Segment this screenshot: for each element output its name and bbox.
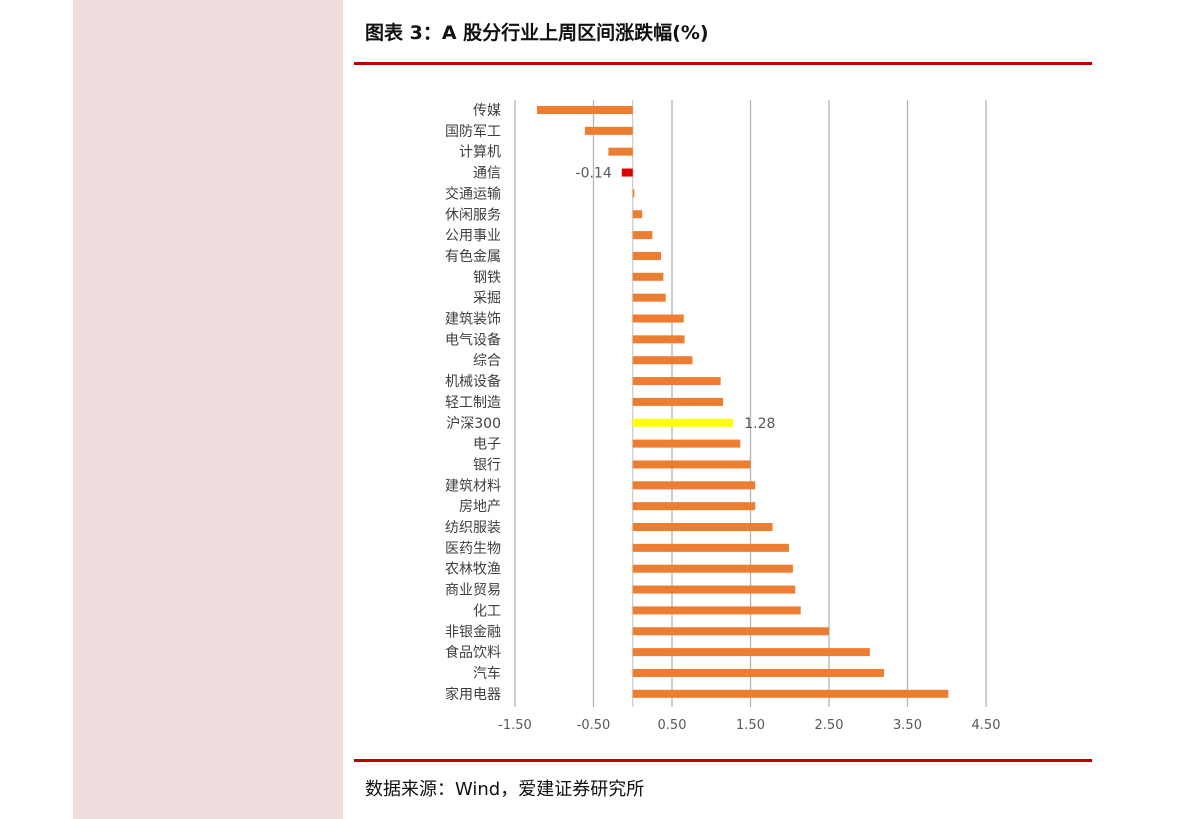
x-tick-label: 3.50: [893, 718, 922, 733]
category-label: 机械设备: [445, 373, 501, 390]
category-label: 公用事业: [445, 228, 501, 244]
category-label: 建筑装饰: [445, 312, 501, 328]
x-tick-label: -1.50: [498, 718, 532, 733]
bar: [632, 523, 773, 531]
bar: [632, 627, 829, 636]
bar: [632, 418, 734, 427]
category-label: 有色金属: [445, 248, 501, 265]
x-tick-label: -0.50: [577, 718, 611, 733]
bar: [632, 648, 870, 657]
bar: [632, 272, 664, 281]
category-label: 食品饮料: [445, 644, 501, 661]
category-label: 化工: [473, 603, 501, 619]
bar: [632, 314, 684, 323]
x-tick-label: 0.50: [658, 718, 687, 733]
category-label: 交通运输: [445, 185, 501, 202]
category-label: 轻工制造: [445, 395, 501, 411]
data-label: -0.14: [576, 166, 612, 182]
bar: [536, 106, 633, 114]
data-label: 1.28: [744, 416, 775, 432]
bar: [632, 189, 635, 198]
bar: [632, 397, 724, 406]
x-tick-label: 2.50: [815, 718, 844, 733]
figure-title: 图表 3：A 股分行业上周区间涨跌幅(%): [365, 22, 709, 44]
category-label: 农林牧渔: [445, 562, 501, 578]
bar: [632, 606, 801, 615]
bar: [632, 502, 756, 511]
bar: [632, 210, 643, 219]
category-label: 纺织服装: [445, 520, 501, 536]
category-label: 国防军工: [445, 124, 501, 140]
bar: [608, 147, 633, 156]
category-label: 综合: [473, 353, 501, 369]
x-tick-label: 4.50: [972, 718, 1001, 733]
bar: [632, 460, 751, 469]
category-label: 医药生物: [445, 541, 501, 557]
category-label: 汽车: [473, 665, 501, 682]
source-note: 数据来源：Wind，爱建证券研究所: [365, 779, 645, 800]
bar: [621, 168, 633, 177]
category-label: 采掘: [473, 291, 501, 307]
top-rule: [354, 62, 1092, 65]
category-label: 钢铁: [473, 270, 501, 286]
category-label: 建筑材料: [445, 478, 501, 494]
bar: [632, 251, 662, 260]
category-label: 计算机: [459, 145, 501, 161]
bar: [632, 231, 653, 240]
category-label: 传媒: [473, 103, 501, 119]
bar: [632, 585, 796, 594]
category-label: 非银金融: [445, 624, 501, 640]
bar: [632, 481, 756, 490]
category-label: 商业贸易: [445, 583, 501, 599]
bar: [632, 543, 789, 552]
bar: [632, 564, 793, 573]
bottom-rule: [354, 759, 1092, 762]
bar: [632, 356, 693, 365]
category-label: 银行: [473, 457, 501, 473]
category-label: 休闲服务: [445, 207, 501, 223]
category-label: 房地产: [459, 499, 501, 515]
bar-chart: -1.50 -0.50 0.50 1.50 2.50 3.50 4.50 传媒国防军工计算机通…: [445, 100, 1001, 733]
bar: [632, 439, 741, 448]
left-decorative-band: [73, 0, 343, 819]
category-label: 通信: [473, 166, 501, 182]
x-tick-label: 1.50: [736, 718, 765, 733]
bar: [632, 668, 884, 677]
bar: [584, 126, 633, 135]
bar: [632, 689, 949, 698]
category-label: 电气设备: [445, 331, 501, 348]
bar: [632, 377, 721, 386]
category-label: 家用电器: [445, 686, 501, 703]
category-label: 电子: [473, 437, 501, 453]
bar: [632, 293, 666, 302]
bar: [632, 335, 685, 344]
category-label: 沪深300: [446, 416, 501, 432]
